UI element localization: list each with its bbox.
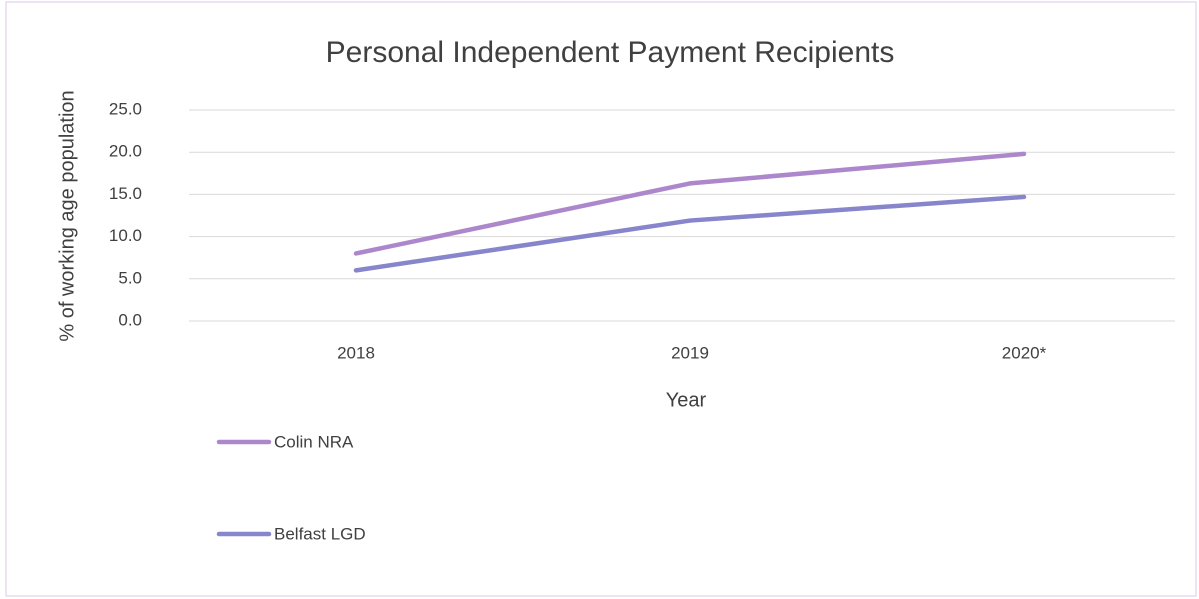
y-axis-label: % of working age population (56, 90, 78, 341)
x-tick-label: 2020* (1002, 343, 1047, 362)
y-tick-label: 0.0 (118, 310, 142, 329)
chart-border (5, 1, 1197, 597)
data-line (353, 151, 1027, 256)
chart-title: Personal Independent Payment Recipients (326, 36, 895, 69)
y-tick-label: 25.0 (109, 99, 142, 118)
x-tick-label: 2019 (671, 343, 709, 362)
x-axis-label: Year (666, 389, 707, 411)
y-tick-label: 15.0 (109, 184, 142, 203)
y-tick-label: 10.0 (109, 226, 142, 245)
legend-label: Belfast LGD (274, 524, 366, 543)
x-tick-label: 2018 (337, 343, 375, 362)
legend-label: Colin NRA (274, 432, 354, 451)
data-line (353, 194, 1027, 273)
y-tick-label: 20.0 (109, 142, 142, 161)
y-tick-label: 5.0 (118, 268, 142, 287)
